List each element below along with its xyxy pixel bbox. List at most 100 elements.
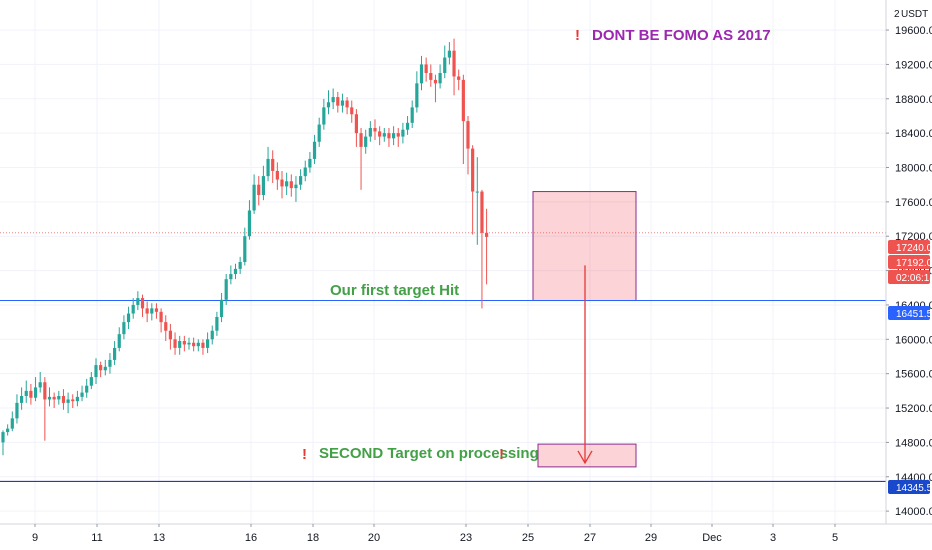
time-axis-bg (0, 524, 932, 550)
candle-body (373, 127, 377, 132)
price-badge-label: 17192.0 (896, 258, 932, 269)
candle-body (345, 100, 349, 108)
y-tick-label: 15600.0 (895, 369, 932, 381)
y-tick-label: 17600.0 (895, 197, 932, 209)
candles (1, 38, 489, 456)
candle-body (210, 330, 214, 340)
candle-body (61, 396, 66, 403)
candle-body (378, 131, 382, 137)
second-target-zone (537, 443, 637, 468)
price-badge (888, 480, 930, 494)
price-axis[interactable]: 2 USDT14000.014400.014800.015200.015600.0… (885, 0, 932, 524)
candle-body (178, 341, 182, 348)
candle-body (419, 64, 424, 84)
candle-body (57, 396, 61, 400)
candle-body (173, 339, 177, 348)
candle-body (66, 399, 70, 403)
candle-body (15, 402, 19, 419)
candle-body (89, 377, 93, 386)
candle-body (433, 79, 438, 84)
price-badge (888, 270, 930, 284)
candle-body (113, 347, 117, 360)
candle-body (238, 262, 242, 269)
candle-body (224, 279, 228, 300)
price-badge-label: 02:06:18 (896, 273, 932, 284)
second-target-annotation: SECOND Target on processing (319, 445, 539, 462)
candle-body (308, 158, 312, 168)
candle-body (410, 107, 414, 123)
candle-body (471, 148, 475, 192)
candle-body (252, 184, 256, 211)
candle-body (10, 418, 14, 429)
y-tick-label: 14800.0 (895, 437, 932, 449)
candle-body (117, 334, 121, 348)
candle-body (405, 122, 410, 130)
y-tick-label: 14000.0 (895, 506, 932, 518)
candle-body (126, 313, 131, 323)
drawing-shapes (532, 191, 637, 468)
candle-body (229, 274, 233, 280)
arrow-head (577, 450, 593, 465)
candle-body (317, 124, 321, 142)
candle-body (396, 133, 400, 137)
candle-body (103, 366, 107, 371)
candle-body (359, 133, 363, 147)
candle-body (364, 136, 368, 147)
price-badge-label: 16451.5 (896, 309, 932, 320)
candle-body (461, 79, 465, 122)
candle-body (289, 181, 293, 189)
candle-body (24, 390, 28, 397)
x-tick-label: 25 (522, 532, 534, 544)
candle-body (94, 365, 98, 378)
candle-body (257, 184, 261, 195)
y-tick-label: 19600.0 (895, 25, 932, 37)
candle-body (136, 298, 140, 305)
candle-body (243, 236, 247, 262)
candle-body (145, 308, 149, 314)
candle-body (331, 97, 335, 103)
time-axis[interactable]: 9 11 13 16 18 20 23 25 27 29 Dec 3 5 (0, 523, 932, 550)
candle-body (457, 76, 461, 80)
candle-body (415, 83, 419, 108)
candle-body (303, 167, 307, 177)
candle-body (182, 341, 186, 345)
candle-body (99, 365, 103, 371)
candle-body (475, 191, 479, 193)
candle-body (6, 428, 10, 433)
candle-body (447, 50, 451, 58)
candle-body (452, 50, 456, 77)
x-tick-label: 27 (584, 532, 596, 544)
candle-body (401, 129, 405, 137)
y-tick-label: 16000.0 (895, 334, 932, 346)
y-tick-label: 19200.0 (895, 59, 932, 71)
candle-body (294, 184, 298, 189)
candle-body (168, 330, 172, 340)
y-tick-label: 15200.0 (895, 403, 932, 415)
candle-body (85, 385, 89, 393)
candle-body (196, 342, 200, 347)
candle-body (108, 359, 112, 367)
x-tick-label: 23 (460, 532, 472, 544)
candle-body (368, 127, 372, 137)
price-badge-label: 17240.0 (896, 243, 932, 254)
currency-label: USDT (901, 9, 928, 20)
candle-body (71, 399, 75, 402)
candle-body (466, 121, 470, 149)
y-tick-label: 18800.0 (895, 94, 932, 106)
candle-body (154, 308, 159, 312)
candle-body (52, 396, 56, 400)
x-tick-label: 16 (245, 532, 257, 544)
candle-body (187, 342, 191, 345)
candle-body (33, 387, 38, 398)
candle-body (322, 107, 326, 125)
candle-body (280, 179, 284, 187)
candle-body (192, 342, 196, 347)
x-tick-label: 29 (645, 532, 657, 544)
x-tick-label: 3 (770, 532, 776, 544)
grid (0, 0, 886, 524)
candle-body (350, 107, 354, 115)
x-tick-label: 13 (153, 532, 165, 544)
candle-body (299, 176, 303, 185)
candle-body (429, 73, 433, 80)
